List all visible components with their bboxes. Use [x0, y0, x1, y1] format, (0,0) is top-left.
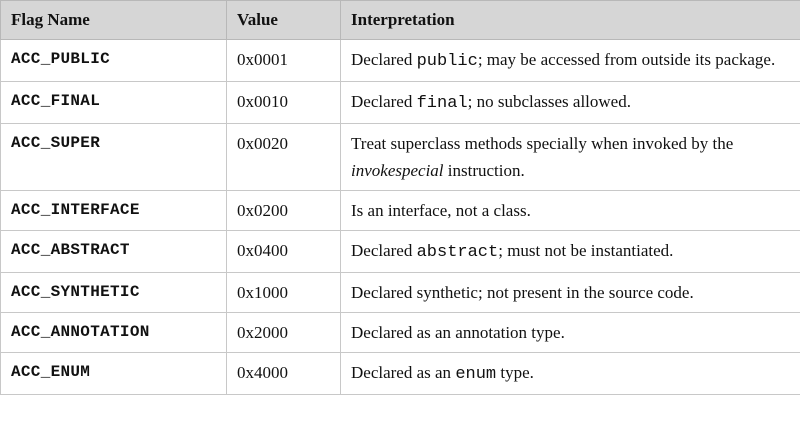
interp-text: type.: [496, 363, 534, 382]
interpretation-cell: Is an interface, not a class.: [340, 190, 800, 231]
interp-text: Treat superclass methods specially when …: [351, 134, 734, 153]
interpretation-cell: Declared as an annotation type.: [340, 312, 800, 353]
value-cell: 0x1000: [226, 272, 341, 313]
interpretation-cell: Treat superclass methods specially when …: [340, 123, 800, 191]
interp-text: Declared: [351, 241, 417, 260]
table-row: ACC_SYNTHETIC 0x1000 Declared synthetic;…: [0, 272, 800, 313]
flag-name-cell: ACC_ENUM: [0, 352, 227, 395]
table-row: ACC_FINAL 0x0010 Declared final; no subc…: [0, 81, 800, 124]
interp-text: Declared as an annotation type.: [351, 323, 565, 342]
flag-name-cell: ACC_ANNOTATION: [0, 312, 227, 353]
interp-code: public: [416, 52, 478, 71]
interpretation-cell: Declared final; no subclasses allowed.: [340, 81, 800, 124]
table-row: ACC_ABSTRACT 0x0400 Declared abstract; m…: [0, 230, 800, 273]
flag-name-cell: ACC_SYNTHETIC: [0, 272, 227, 313]
interp-text: Declared: [351, 92, 417, 111]
interp-text: ; must not be instantiated.: [498, 241, 674, 260]
value-cell: 0x0200: [226, 190, 341, 231]
flag-name-cell: ACC_FINAL: [0, 81, 227, 124]
value-cell: 0x2000: [226, 312, 341, 353]
header-interpretation: Interpretation: [340, 0, 800, 40]
interpretation-cell: Declared public; may be accessed from ou…: [340, 39, 800, 82]
value-cell: 0x0001: [226, 39, 341, 82]
flag-name-cell: ACC_SUPER: [0, 123, 227, 191]
table-row: ACC_SUPER 0x0020 Treat superclass method…: [0, 123, 800, 191]
interp-text: Is an interface, not a class.: [351, 201, 531, 220]
access-flags-table: Flag Name Value Interpretation ACC_PUBLI…: [0, 0, 800, 395]
interp-text: Declared synthetic; not present in the s…: [351, 283, 694, 302]
interp-code: final: [416, 94, 468, 113]
table-row: ACC_ENUM 0x4000 Declared as an enum type…: [0, 352, 800, 395]
flag-name-cell: ACC_ABSTRACT: [0, 230, 227, 273]
interp-text: ; may be accessed from outside its packa…: [477, 50, 776, 69]
table-row: ACC_ANNOTATION 0x2000 Declared as an ann…: [0, 312, 800, 353]
interp-code: enum: [455, 365, 497, 384]
interpretation-cell: Declared as an enum type.: [340, 352, 800, 395]
value-cell: 0x0400: [226, 230, 341, 273]
table-row: ACC_PUBLIC 0x0001 Declared public; may b…: [0, 39, 800, 82]
interpretation-cell: Declared synthetic; not present in the s…: [340, 272, 800, 313]
interp-text: Declared: [351, 50, 417, 69]
header-value: Value: [226, 0, 341, 40]
interp-code: abstract: [416, 243, 499, 262]
interp-emphasis: invokespecial: [351, 161, 444, 180]
interpretation-cell: Declared abstract; must not be instantia…: [340, 230, 800, 273]
table-header-row: Flag Name Value Interpretation: [0, 0, 800, 40]
value-cell: 0x0020: [226, 123, 341, 191]
value-cell: 0x4000: [226, 352, 341, 395]
interp-text: ; no subclasses allowed.: [467, 92, 631, 111]
interp-text: instruction.: [443, 161, 525, 180]
value-cell: 0x0010: [226, 81, 341, 124]
header-flag-name: Flag Name: [0, 0, 227, 40]
flag-name-cell: ACC_PUBLIC: [0, 39, 227, 82]
table-row: ACC_INTERFACE 0x0200 Is an interface, no…: [0, 190, 800, 231]
flag-name-cell: ACC_INTERFACE: [0, 190, 227, 231]
interp-text: Declared as an: [351, 363, 456, 382]
